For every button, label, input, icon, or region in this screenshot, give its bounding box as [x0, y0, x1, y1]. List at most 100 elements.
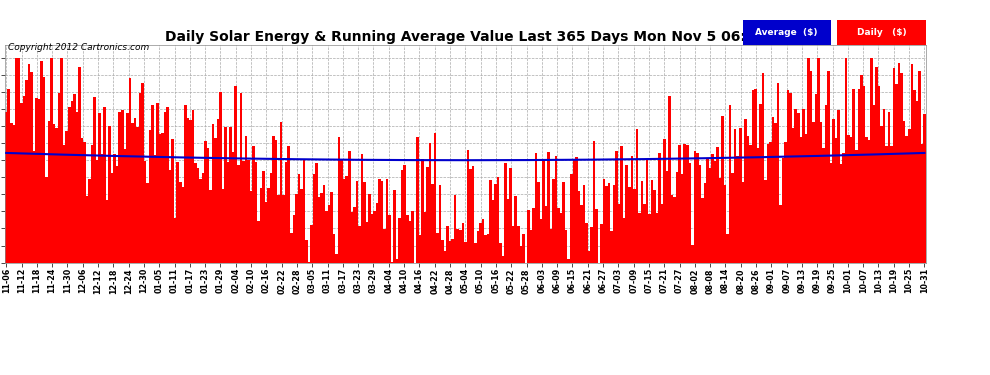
Bar: [828, 71, 830, 262]
Bar: [631, 156, 633, 262]
Bar: [129, 78, 131, 262]
Bar: [358, 226, 360, 262]
Bar: [502, 256, 504, 262]
Bar: [448, 242, 451, 262]
Bar: [393, 190, 396, 262]
Bar: [119, 112, 121, 262]
Bar: [645, 159, 648, 262]
Bar: [65, 130, 68, 262]
Bar: [744, 119, 746, 262]
Bar: [807, 58, 810, 262]
Bar: [660, 204, 663, 262]
Bar: [820, 122, 823, 262]
Bar: [176, 162, 179, 262]
Bar: [575, 157, 577, 262]
Bar: [621, 146, 623, 262]
Bar: [217, 119, 220, 262]
Text: Copyright 2012 Cartronics.com: Copyright 2012 Cartronics.com: [8, 43, 149, 52]
Bar: [464, 242, 466, 262]
Bar: [746, 136, 749, 262]
Bar: [350, 211, 353, 262]
Bar: [639, 213, 641, 262]
Bar: [189, 120, 192, 262]
Bar: [174, 217, 176, 262]
Bar: [688, 163, 691, 262]
Bar: [204, 141, 207, 262]
Bar: [303, 160, 305, 262]
Bar: [694, 151, 696, 262]
Bar: [600, 224, 603, 262]
Bar: [376, 202, 378, 262]
Bar: [184, 105, 186, 262]
Bar: [706, 158, 709, 262]
Bar: [46, 177, 48, 262]
Bar: [264, 202, 267, 262]
Bar: [492, 200, 494, 262]
Bar: [787, 90, 789, 262]
Bar: [338, 137, 341, 262]
Bar: [202, 173, 204, 262]
Bar: [923, 114, 926, 262]
Bar: [406, 215, 409, 262]
Bar: [207, 148, 209, 262]
Bar: [254, 162, 257, 262]
Bar: [290, 233, 292, 262]
Bar: [840, 164, 842, 262]
Bar: [181, 187, 184, 262]
Bar: [10, 123, 13, 262]
Bar: [668, 96, 671, 262]
Bar: [378, 179, 381, 262]
Bar: [572, 160, 575, 262]
Bar: [38, 99, 41, 262]
Bar: [719, 178, 722, 262]
Bar: [326, 211, 328, 262]
Bar: [535, 153, 538, 262]
Bar: [865, 136, 867, 262]
Bar: [911, 63, 913, 262]
Bar: [857, 89, 860, 262]
Bar: [681, 174, 683, 262]
Bar: [30, 72, 33, 262]
Bar: [717, 147, 719, 262]
Bar: [729, 105, 732, 262]
Bar: [446, 226, 448, 262]
Bar: [328, 205, 331, 262]
Title: Daily Solar Energy & Running Average Value Last 365 Days Mon Nov 5 06:44: Daily Solar Energy & Running Average Val…: [165, 30, 765, 44]
Bar: [476, 231, 479, 262]
Bar: [63, 146, 65, 262]
Bar: [171, 139, 174, 262]
Bar: [25, 80, 28, 262]
Text: Average  ($): Average ($): [755, 28, 818, 37]
Bar: [243, 162, 245, 262]
Bar: [91, 145, 93, 262]
Bar: [28, 64, 30, 262]
Bar: [870, 58, 872, 262]
Bar: [363, 182, 365, 262]
Bar: [136, 127, 139, 262]
Bar: [562, 182, 565, 262]
Bar: [148, 130, 151, 262]
Bar: [759, 104, 761, 262]
Bar: [489, 180, 492, 262]
Bar: [275, 140, 277, 262]
Bar: [540, 219, 543, 262]
Bar: [530, 230, 533, 262]
Bar: [520, 246, 522, 262]
Bar: [331, 192, 333, 262]
Bar: [336, 254, 338, 262]
Bar: [567, 259, 570, 262]
Bar: [543, 159, 545, 262]
Bar: [742, 182, 744, 262]
Bar: [823, 148, 825, 262]
Bar: [691, 244, 694, 262]
Bar: [658, 153, 660, 262]
Bar: [235, 86, 237, 262]
Bar: [282, 195, 285, 262]
Bar: [197, 168, 199, 262]
Bar: [419, 235, 421, 262]
Bar: [78, 67, 80, 262]
Bar: [916, 102, 918, 262]
Bar: [727, 234, 729, 262]
Bar: [701, 198, 704, 262]
Bar: [906, 136, 908, 262]
